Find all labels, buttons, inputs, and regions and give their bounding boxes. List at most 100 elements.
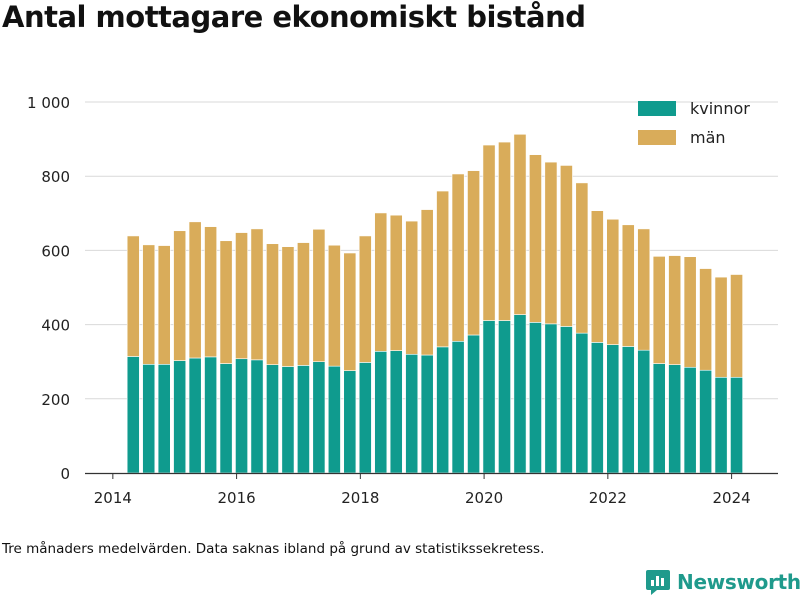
bar-män [637,228,651,351]
bar-män [652,256,666,364]
bar-kvinnor [513,314,527,474]
bar-kvinnor [467,334,480,474]
bar-kvinnor [405,353,419,474]
bar-män [498,141,511,321]
bar-män [126,235,140,357]
bar-kvinnor [575,332,589,474]
y-axis-tick-labels: 0 200 400 600 800 1 000 [27,94,70,483]
bar-män [281,246,295,367]
bar-män [219,240,233,364]
bar-kvinnor [327,365,341,474]
x-axis-tick-labels: 2014 2016 2018 2020 2022 2024 [94,473,751,507]
bar-män [343,252,357,371]
bar-kvinnor [730,376,743,474]
bar-kvinnor [126,356,140,474]
bar-män [374,212,388,352]
bar-män [559,165,573,327]
bar-kvinnor [529,322,542,474]
bar-kvinnor [389,350,403,474]
x-tick-label: 2014 [94,489,132,507]
bar-män [204,226,218,358]
bar-kvinnor [173,360,187,474]
bar-män [575,182,589,334]
brand-logo: Newsworthy [645,568,800,596]
x-tick-label: 2020 [465,489,503,507]
bar-kvinnor [281,366,295,474]
bar-kvinnor [668,364,682,474]
bar-kvinnor [451,340,465,474]
bar-kvinnor [312,361,326,474]
bar-kvinnor [436,346,450,474]
y-tick-label: 1 000 [27,94,70,112]
bar-män [621,224,635,347]
chart-footnote: Tre månaders medelvärden. Data saknas ib… [2,541,545,557]
bar-män [297,242,310,366]
legend-swatch-män [638,130,676,145]
bar-män [606,218,620,345]
bar-män [683,256,697,368]
bar-män [529,154,542,323]
bar-män [266,243,279,365]
bar-kvinnor [482,320,496,474]
bar-män [451,173,465,342]
bar-kvinnor [188,357,202,474]
bar-män [699,268,713,371]
bar-kvinnor [559,326,573,474]
bar-män [312,228,326,362]
y-tick-label: 0 [60,465,70,483]
bar-kvinnor [420,354,434,474]
bar-kvinnor [683,366,697,474]
bar-män [467,170,480,336]
bar-kvinnor [590,342,604,474]
bar-män [142,244,156,365]
legend-swatch-kvinnor [638,101,676,116]
x-tick-label: 2022 [589,489,627,507]
bar-män [730,274,743,378]
bar-män [482,144,496,321]
bar-kvinnor [699,369,713,474]
y-tick-label: 800 [41,168,70,186]
bar-män [188,221,202,359]
bar-män [358,235,372,363]
bar-män [668,255,682,365]
bar-män [405,220,419,355]
bars [126,133,743,474]
bar-kvinnor [652,363,666,474]
bar-kvinnor [266,364,279,474]
bar-kvinnor [544,323,558,474]
bar-män [420,209,434,356]
bar-män [389,214,403,351]
y-tick-label: 400 [41,317,70,335]
bar-män [327,244,341,367]
bar-kvinnor [621,346,635,474]
bar-kvinnor [374,351,388,474]
bar-män [513,133,527,315]
bar-kvinnor [358,362,372,474]
bar-män [157,245,171,365]
bar-män [173,230,187,361]
x-tick-label: 2016 [218,489,256,507]
bar-kvinnor [714,376,728,474]
bar-män [235,232,248,360]
bar-kvinnor [498,320,511,474]
bar-kvinnor [235,358,248,474]
brand-name: Newsworthy [677,570,800,594]
x-tick-label: 2024 [713,489,751,507]
newsworthy-logo-icon [646,570,670,595]
bar-kvinnor [297,365,310,474]
bar-män [436,190,450,348]
bar-män [590,210,604,343]
bar-kvinnor [606,344,620,474]
bar-män [544,161,558,325]
bar-kvinnor [157,363,171,474]
bar-kvinnor [219,363,233,474]
y-tick-label: 600 [41,242,70,260]
bar-kvinnor [142,363,156,474]
bar-män [250,228,264,361]
bar-kvinnor [343,370,357,474]
chart-title: Antal mottagare ekonomiskt bistånd [2,0,586,34]
bar-kvinnor [250,359,264,474]
bar-män [714,276,728,378]
